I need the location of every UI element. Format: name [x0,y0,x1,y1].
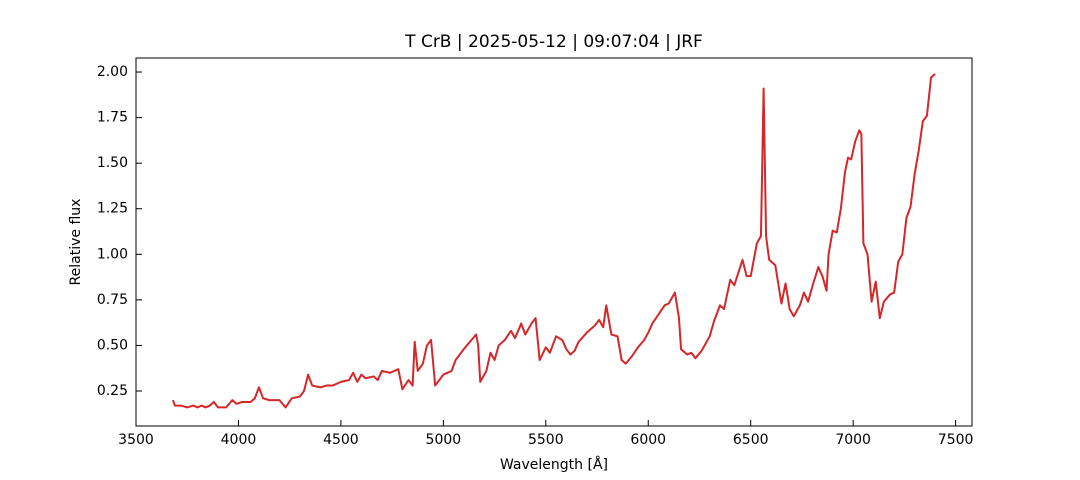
y-tick-label: 1.75 [97,110,128,126]
x-axis-label: Wavelength [Å] [500,456,608,473]
x-tick-label: 3500 [118,432,154,448]
y-tick-label: 0.75 [97,292,128,308]
y-axis-label: Relative flux [68,199,84,286]
chart-title: T CrB | 2025-05-12 | 09:07:04 | JRF [404,32,703,52]
y-tick-label: 1.50 [97,155,128,171]
y-tick-label: 1.25 [97,201,128,217]
x-tick-label: 7000 [835,432,871,448]
x-tick-label: 5500 [528,432,564,448]
x-tick-label: 7500 [938,432,974,448]
y-tick-label: 1.00 [97,246,128,262]
spectrum-line [171,73,936,409]
x-tick-label: 5000 [426,432,462,448]
x-tick-label: 6000 [630,432,666,448]
y-tick-label: 0.50 [97,337,128,353]
plot-frame [135,57,973,427]
y-tick-label: 0.25 [97,383,128,399]
x-tick-label: 4000 [221,432,257,448]
x-tick-label: 6500 [733,432,769,448]
y-tick-label: 2.00 [97,64,128,80]
x-tick-label: 4500 [323,432,359,448]
